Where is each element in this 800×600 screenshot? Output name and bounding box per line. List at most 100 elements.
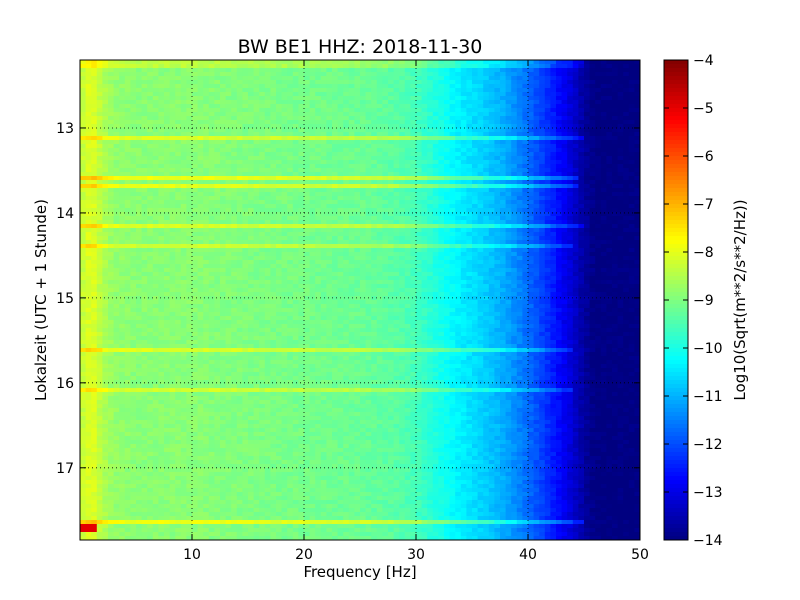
heatmap-cell: [371, 116, 378, 121]
heatmap-cell: [516, 100, 523, 105]
heatmap-cell: [214, 252, 221, 257]
heatmap-cell: [371, 148, 378, 153]
heatmap-cell: [589, 96, 596, 101]
heatmap-cell: [326, 104, 333, 109]
heatmap-cell: [494, 116, 501, 121]
heatmap-cell: [298, 76, 305, 81]
heatmap-cell: [292, 232, 299, 237]
heatmap-cell: [399, 88, 406, 93]
heatmap-cell: [169, 108, 176, 113]
heatmap-cell: [236, 160, 243, 165]
heatmap-cell: [360, 172, 367, 177]
heatmap-cell: [147, 180, 154, 185]
heatmap-cell: [494, 248, 501, 253]
heatmap-cell: [208, 248, 215, 253]
heatmap-cell: [298, 148, 305, 153]
heatmap-cell: [595, 152, 602, 157]
heatmap-cell: [438, 60, 445, 65]
heatmap-cell: [343, 244, 350, 249]
heatmap-cell: [304, 196, 311, 201]
heatmap-cell: [421, 200, 428, 205]
heatmap-cell: [466, 64, 473, 69]
heatmap-cell: [539, 236, 546, 241]
heatmap-cell: [130, 104, 137, 109]
heatmap-cell: [292, 156, 299, 161]
heatmap-cell: [589, 80, 596, 85]
heatmap-cell: [242, 116, 249, 121]
heatmap-cell: [606, 196, 613, 201]
heatmap-cell: [124, 164, 131, 169]
heatmap-cell: [136, 88, 143, 93]
heatmap-cell: [494, 104, 501, 109]
heatmap-cell: [494, 156, 501, 161]
heatmap-cell: [214, 200, 221, 205]
heatmap-cell: [192, 228, 199, 233]
heatmap-cell: [584, 188, 591, 193]
heatmap-cell: [309, 224, 316, 229]
heatmap-cell: [376, 248, 383, 253]
heatmap-cell: [472, 76, 479, 81]
heatmap-cell: [628, 168, 635, 173]
heatmap-cell: [147, 136, 154, 141]
heatmap-cell: [382, 96, 389, 101]
heatmap-cell: [416, 220, 423, 225]
heatmap-cell: [449, 156, 456, 161]
heatmap-cell: [354, 68, 361, 73]
heatmap-cell: [180, 196, 187, 201]
heatmap-cell: [298, 240, 305, 245]
heatmap-cell: [460, 156, 467, 161]
heatmap-cell: [460, 92, 467, 97]
heatmap-cell: [343, 140, 350, 145]
heatmap-cell: [371, 252, 378, 257]
heatmap-cell: [556, 196, 563, 201]
heatmap-cell: [455, 116, 462, 121]
heatmap-cell: [427, 204, 434, 209]
heatmap-cell: [309, 244, 316, 249]
heatmap-cell: [214, 220, 221, 225]
heatmap-cell: [634, 76, 641, 81]
heatmap-cell: [500, 252, 507, 257]
heatmap-cell: [304, 140, 311, 145]
heatmap-cell: [393, 64, 400, 69]
heatmap-cell: [365, 108, 372, 113]
heatmap-cell: [231, 64, 238, 69]
heatmap-cell: [124, 192, 131, 197]
heatmap-cell: [248, 164, 255, 169]
heatmap-cell: [348, 204, 355, 209]
heatmap-cell: [472, 96, 479, 101]
heatmap-cell: [108, 136, 115, 141]
heatmap-cell: [567, 256, 574, 261]
heatmap-cell: [343, 236, 350, 241]
heatmap-cell: [516, 80, 523, 85]
heatmap-cell: [281, 76, 288, 81]
heatmap-cell: [449, 188, 456, 193]
heatmap-cell: [158, 128, 165, 133]
heatmap-cell: [96, 204, 103, 209]
heatmap-cell: [147, 220, 154, 225]
heatmap-cell: [544, 84, 551, 89]
heatmap-cell: [421, 164, 428, 169]
heatmap-cell: [427, 180, 434, 185]
heatmap-cell: [147, 240, 154, 245]
heatmap-cell: [360, 256, 367, 261]
heatmap-cell: [309, 156, 316, 161]
heatmap-cell: [287, 164, 294, 169]
heatmap-cell: [360, 88, 367, 93]
heatmap-cell: [595, 80, 602, 85]
heatmap-cell: [404, 80, 411, 85]
heatmap-cell: [455, 132, 462, 137]
heatmap-cell: [589, 252, 596, 257]
heatmap-cell: [612, 208, 619, 213]
heatmap-cell: [444, 232, 451, 237]
heatmap-cell: [567, 248, 574, 253]
heatmap-cell: [404, 76, 411, 81]
heatmap-cell: [595, 224, 602, 229]
heatmap-cell: [511, 252, 518, 257]
heatmap-cell: [382, 148, 389, 153]
heatmap-cell: [365, 88, 372, 93]
heatmap-cell: [136, 172, 143, 177]
heatmap-cell: [438, 116, 445, 121]
heatmap-cell: [242, 172, 249, 177]
heatmap-cell: [606, 124, 613, 129]
heatmap-cell: [612, 152, 619, 157]
